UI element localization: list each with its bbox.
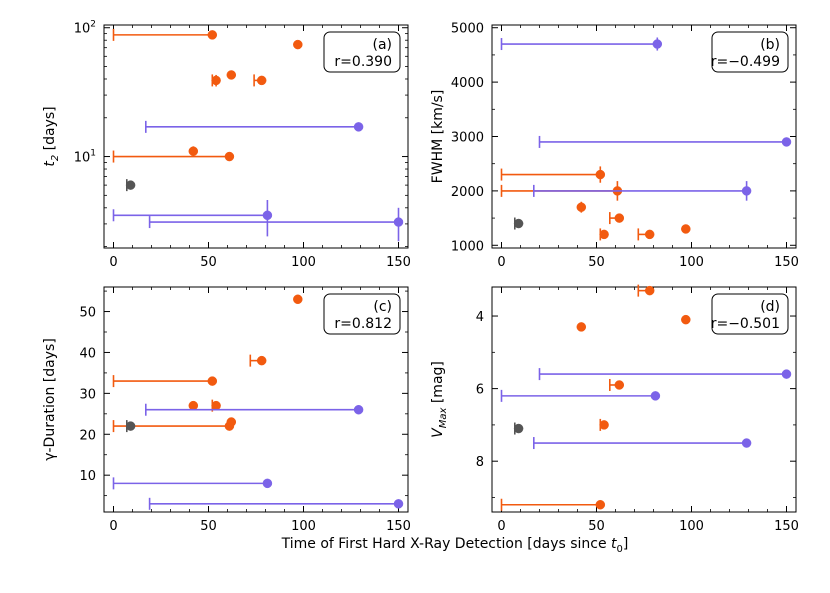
data-point-b: [781, 137, 792, 147]
y-tick-label-b: 1000: [451, 239, 484, 254]
data-point-b: [599, 229, 609, 240]
data-point-b: [644, 229, 655, 240]
data-point-a: [393, 217, 404, 227]
axes-frame-a: [103, 24, 409, 249]
axes-frame-c: [103, 286, 409, 513]
x-tick-label-a: 0: [109, 255, 117, 270]
data-point-c: [224, 421, 235, 431]
data-point-c: [353, 404, 364, 415]
x-tick-label-d: 0: [497, 519, 505, 534]
data-point-c: [256, 355, 267, 366]
x-tick-label-b: 150: [774, 255, 799, 270]
y-tick-label-d: 4: [476, 310, 484, 325]
data-point-d: [644, 285, 655, 296]
data-point-d: [741, 438, 752, 448]
x-tick-label-c: 50: [200, 519, 217, 534]
data-point-a: [207, 30, 218, 40]
data-point-d: [595, 499, 606, 510]
panel-label-b: (b): [760, 37, 780, 53]
x-tick-label-a: 100: [291, 255, 316, 270]
data-point-a: [262, 210, 273, 221]
x-tick-label-c: 0: [109, 519, 117, 534]
axes-frame-d: [491, 286, 797, 513]
data-point-d: [599, 420, 609, 430]
correlation-label-b: r=−0.499: [711, 54, 780, 70]
correlation-label-d: r=−0.501: [711, 316, 780, 332]
data-point-a: [224, 151, 235, 162]
x-tick-label-b: 50: [588, 255, 605, 270]
x-tick-label-d: 100: [679, 519, 704, 534]
data-point-a: [125, 180, 136, 190]
data-point-b: [652, 39, 663, 49]
panel-b: 0 50 100 150 1000 2000 3000 4000 5000 FWHM [km/s]…: [430, 22, 799, 270]
data-point-d: [650, 391, 661, 401]
y-tick-label-b: 3000: [451, 131, 484, 146]
data-point-d: [681, 314, 691, 325]
y-tick-label-b: 5000: [451, 22, 484, 37]
x-tick-label-c: 100: [291, 519, 316, 534]
panel-label-c: (c): [373, 299, 392, 315]
y-tick-label-a: 102: [74, 20, 96, 37]
y-tick-label-c: 10: [79, 469, 96, 484]
data-point-b: [614, 213, 625, 223]
y-tick-label-c: 50: [79, 306, 96, 321]
data-point-c: [293, 294, 303, 305]
annotation-box-c: [323, 293, 401, 335]
y-tick-label-a: 101: [74, 149, 96, 166]
panel-d: 0 50 100 150 4 6 8 VMax [mag] (d)r=−0.501: [430, 284, 799, 534]
x-tick-label-b: 100: [679, 255, 704, 270]
data-point-a: [293, 39, 303, 50]
correlation-label-a: r=0.390: [334, 54, 392, 70]
y-tick-label-d: 6: [476, 383, 484, 398]
correlation-label-c: r=0.812: [334, 316, 392, 332]
data-point-a: [188, 146, 199, 156]
y-axis-label-b: FWHM [km/s]: [430, 90, 446, 184]
y-tick-label-c: 20: [79, 428, 96, 443]
x-tick-label-d: 50: [588, 519, 605, 534]
data-point-c: [207, 376, 218, 386]
panel-label-d: (d): [760, 299, 780, 315]
y-axis-label-c: γ-Duration [days]: [42, 338, 58, 461]
x-tick-label-b: 0: [497, 255, 505, 270]
annotation-box-d: [711, 293, 789, 335]
y-tick-label-c: 30: [79, 387, 96, 402]
y-tick-label-d: 8: [476, 455, 484, 470]
data-point-c: [262, 478, 273, 489]
x-tick-label-c: 150: [386, 519, 411, 534]
data-point-a: [256, 75, 267, 86]
data-point-b: [576, 202, 587, 212]
data-point-b: [595, 169, 606, 180]
data-point-d: [513, 423, 524, 434]
annotation-box-a: [323, 31, 401, 73]
y-tick-label-b: 4000: [451, 76, 484, 91]
panel-label-a: (a): [372, 37, 392, 53]
data-point-b: [513, 218, 524, 229]
y-axis-label-d: VMax [mag]: [430, 361, 449, 438]
data-point-c: [188, 400, 199, 411]
data-point-c: [393, 499, 404, 509]
data-point-a: [226, 70, 237, 80]
data-point-d: [781, 369, 792, 379]
data-point-d: [614, 380, 625, 390]
data-point-a: [353, 122, 364, 132]
data-point-b: [741, 186, 752, 196]
y-tick-label-b: 2000: [451, 185, 484, 200]
shared-x-axis-label: Time of First Hard X-Ray Detection [days…: [281, 536, 629, 555]
x-tick-label-d: 150: [774, 519, 799, 534]
data-point-c: [211, 400, 221, 411]
panel-c: 0 50 100 150 10 20 30 40 50 γ-Duration [days] (c)r…: [42, 286, 411, 534]
y-axis-label-a: t2 [days]: [42, 106, 61, 166]
data-point-a: [211, 75, 221, 86]
data-point-b: [681, 224, 691, 234]
data-point-c: [125, 421, 136, 431]
x-tick-label-a: 150: [386, 255, 411, 270]
data-point-d: [576, 322, 587, 332]
annotation-box-b: [711, 31, 789, 73]
panel-a: 0 50 100 150 101 102 t2 [days] (a)r=0.390: [42, 20, 411, 270]
y-tick-label-c: 40: [79, 346, 96, 361]
x-tick-label-a: 50: [200, 255, 217, 270]
